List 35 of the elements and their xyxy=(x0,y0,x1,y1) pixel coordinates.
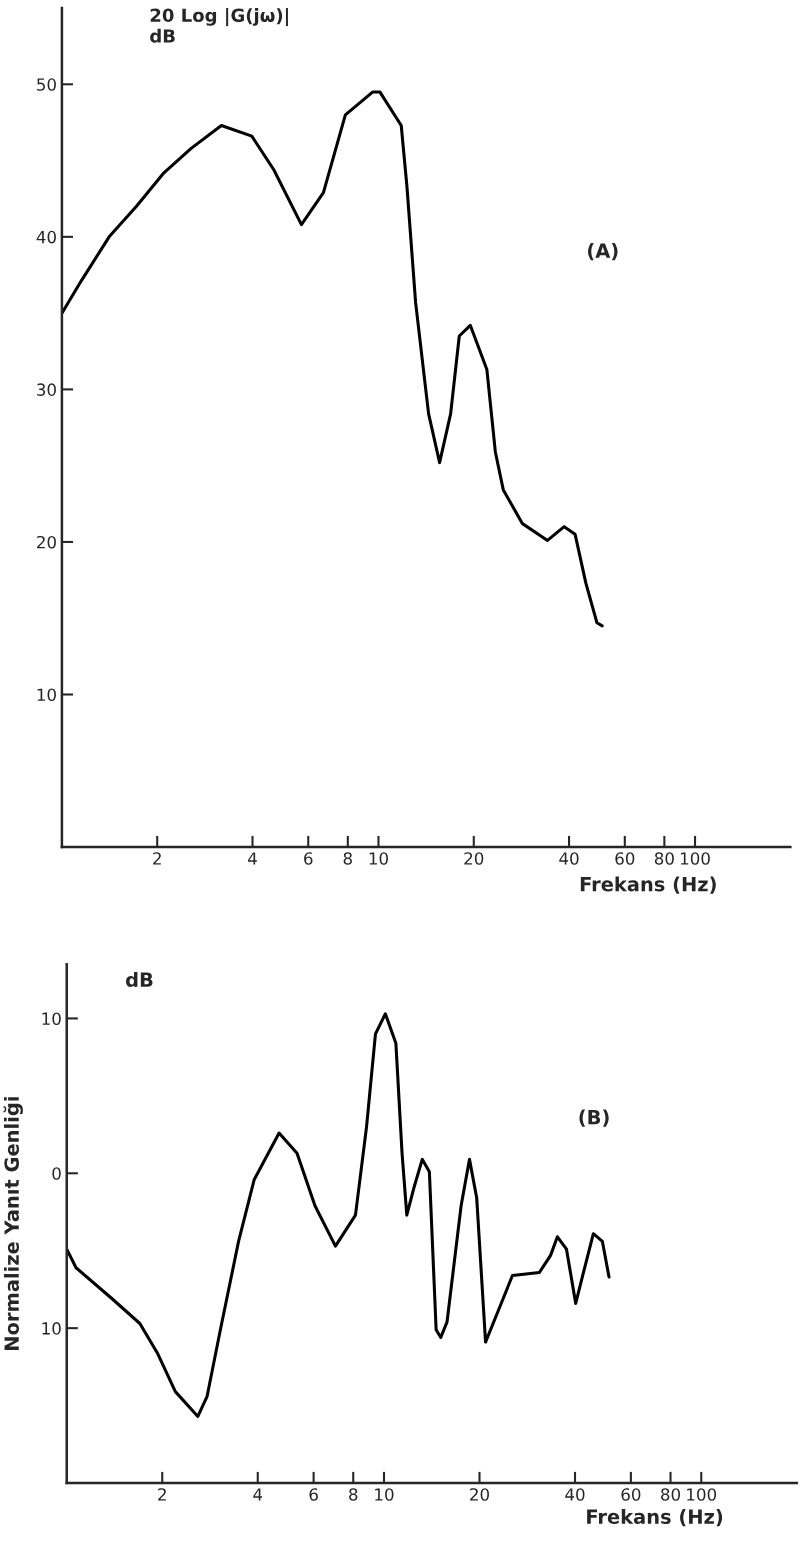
x-tick-label: 80 xyxy=(661,1488,681,1501)
x-tick-label: 6 xyxy=(304,852,313,865)
x-axis-title: Frekans (Hz) xyxy=(580,876,716,894)
x-tick-label: 20 xyxy=(464,852,484,865)
x-tick-label: 60 xyxy=(615,852,635,865)
y-axis-title: Normalize Yanıt Genliği xyxy=(3,1097,23,1350)
annotation: (A) xyxy=(588,242,618,261)
x-tick-label: 4 xyxy=(248,852,257,865)
x-tick-label: 100 xyxy=(687,1488,717,1501)
x-tick-label: 6 xyxy=(309,1488,318,1501)
y-tick-label: 0 xyxy=(52,1167,61,1180)
x-tick-label: 20 xyxy=(470,1488,489,1501)
annotation: dB xyxy=(126,972,153,988)
x-tick-label: 10 xyxy=(369,852,388,865)
y-tick-label: 10 xyxy=(42,1322,61,1335)
x-tick-label: 2 xyxy=(158,1488,166,1501)
x-tick-label: 2 xyxy=(153,852,161,865)
x-tick-label: 80 xyxy=(654,852,674,865)
x-tick-label: 100 xyxy=(680,852,710,865)
y-tick-label: 40 xyxy=(36,230,56,244)
x-axis-title: Frekans (Hz) xyxy=(587,1508,723,1527)
y-tick-label: 10 xyxy=(42,1012,61,1025)
x-tick-label: 40 xyxy=(559,852,579,865)
x-tick-label: 40 xyxy=(565,1488,585,1501)
y-tick-label: 10 xyxy=(37,688,56,702)
x-tick-label: 10 xyxy=(375,1488,394,1501)
x-tick-label: 8 xyxy=(349,1488,358,1501)
x-tick-label: 60 xyxy=(621,1488,641,1501)
y-tick-label: 30 xyxy=(37,383,56,396)
annotation: (B) xyxy=(579,1109,609,1127)
y-axis-title: 20 Log |G(jω)| dB xyxy=(150,8,288,43)
y-tick-label: 20 xyxy=(37,535,56,549)
y-tick-label: 50 xyxy=(37,78,56,91)
x-tick-label: 4 xyxy=(253,1488,263,1501)
x-tick-label: 8 xyxy=(343,852,352,865)
